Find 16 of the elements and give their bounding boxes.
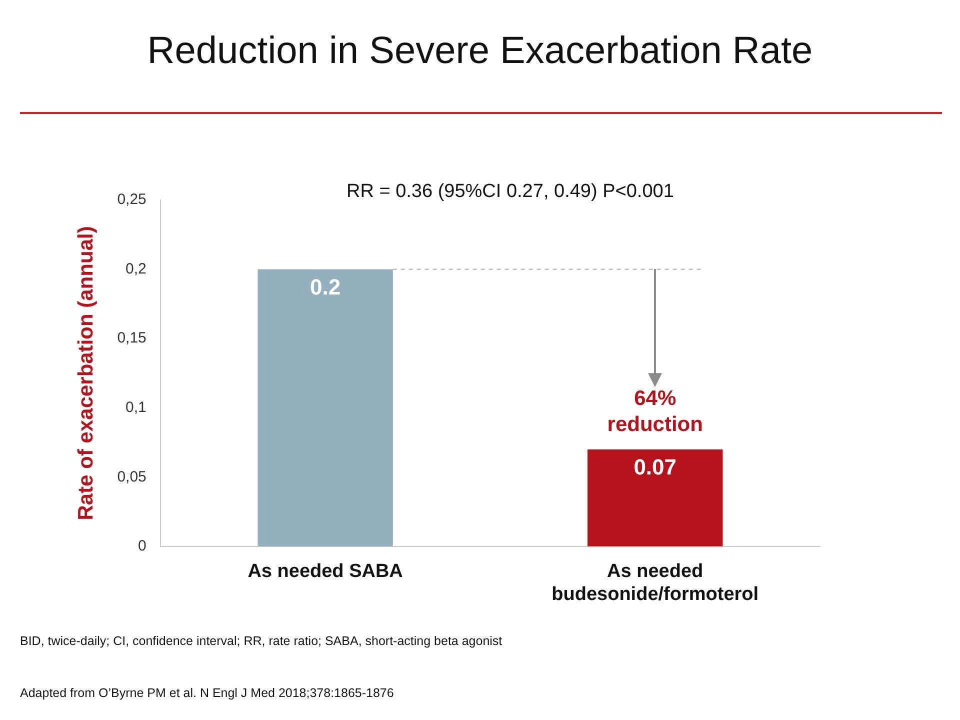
y-tick-label: 0,15 xyxy=(117,330,146,347)
chart-title: Reduction in Severe Exacerbation Rate xyxy=(146,30,814,73)
y-tick-label: 0,2 xyxy=(126,260,146,278)
y-tick-label: 0,05 xyxy=(117,468,146,486)
x-tick-label: As needed budesonide/formoterol xyxy=(552,561,759,605)
data-label: 0.07 xyxy=(634,454,677,480)
annotation: 64% reduction xyxy=(607,387,703,436)
annotation: RR = 0.36 (95%CI 0.27, 0.49) P<0.001 xyxy=(346,181,674,202)
y-axis-title: Rate of exacerbation (annual) xyxy=(74,226,98,520)
x-tick-label: As needed SABA xyxy=(248,561,404,582)
text: BID, twice-daily; CI, confidence interval; RR, rate ratio; SABA, short-acting beta agonist xyxy=(20,634,504,648)
y-tick-label: 0,25 xyxy=(117,191,146,208)
y-tick-label: 0,1 xyxy=(126,398,146,416)
y-tick-label: 0 xyxy=(138,538,146,555)
text: Adapted from O’Byrne PM et al. N Engl J Med 2018;378:1865-1876 xyxy=(20,686,395,700)
data-label: 0.2 xyxy=(310,274,341,300)
